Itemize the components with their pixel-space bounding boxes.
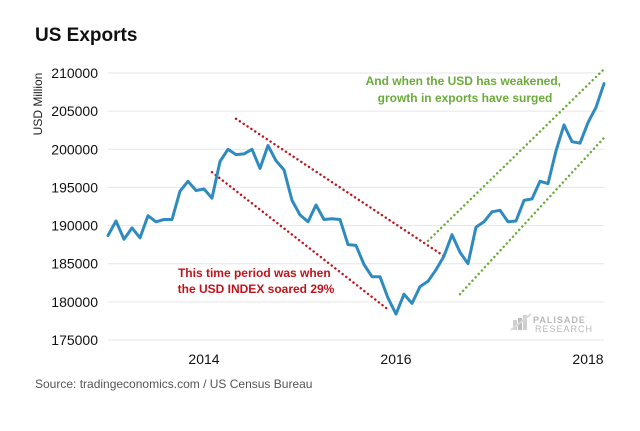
trend-line-3 — [426, 67, 606, 243]
data-point-2013-02 — [115, 220, 117, 222]
data-point-2017-06 — [531, 198, 533, 200]
trend-line-1 — [234, 117, 446, 258]
series-layer — [106, 82, 606, 316]
data-point-2015-09 — [363, 263, 365, 266]
y-tick-190000: 190000 — [51, 218, 98, 234]
palisade-logo: PALISADE RESEARCH — [510, 313, 593, 334]
trend-lines — [210, 67, 606, 311]
logo-name: PALISADE — [533, 315, 586, 325]
data-point-2013-08 — [163, 218, 165, 221]
data-point-2016-01 — [395, 313, 397, 315]
data-point-2015-05 — [331, 217, 333, 220]
data-point-2017-11 — [571, 140, 573, 143]
annotation-usd-soared-line-1: This time period was when — [178, 266, 331, 280]
data-point-2017-04 — [515, 220, 517, 222]
data-point-2014-11 — [283, 169, 285, 171]
data-point-2018-01 — [587, 121, 589, 124]
x-tick-2016: 2016 — [380, 351, 411, 367]
data-point-2017-07 — [539, 180, 541, 183]
data-point-2014-12 — [291, 199, 293, 202]
data-point-2013-01 — [107, 234, 109, 237]
data-point-2015-01 — [299, 214, 301, 216]
data-point-2015-03 — [315, 204, 317, 206]
data-point-2016-10 — [467, 262, 469, 265]
data-point-2013-09 — [171, 218, 173, 221]
annotation-usd-weakened-line-2: growth in exports have surged — [378, 91, 553, 105]
y-tick-200000: 200000 — [51, 141, 98, 157]
data-point-2015-04 — [323, 218, 325, 221]
data-point-2015-02 — [307, 220, 309, 223]
data-point-2015-11 — [379, 275, 381, 278]
palisade-logo-icon — [510, 313, 532, 331]
y-tick-labels: 175000 180000 185000 190000 195000 200000 2050… — [51, 65, 98, 348]
data-point-2017-03 — [507, 220, 509, 223]
data-point-2014-02 — [211, 197, 213, 199]
annotation-usd-soared: This time period was when the USD INDEX … — [178, 266, 335, 296]
data-point-2014-01 — [203, 188, 205, 190]
source-note: Source: tradingeconomics.com / US Census… — [35, 377, 312, 391]
gridlines — [108, 72, 604, 341]
data-point-2016-06 — [435, 269, 437, 271]
trend-line-2 — [210, 170, 390, 311]
y-tick-185000: 185000 — [51, 256, 98, 272]
data-point-2014-10 — [275, 159, 277, 162]
y-axis-label: USD Million — [31, 73, 45, 136]
data-point-2016-02 — [403, 293, 405, 296]
y-tick-205000: 205000 — [51, 103, 98, 119]
data-point-2014-05 — [235, 153, 237, 156]
data-point-2017-09 — [555, 150, 557, 152]
data-point-2015-12 — [387, 297, 389, 299]
data-point-2017-02 — [499, 209, 501, 212]
data-point-2014-06 — [243, 153, 245, 155]
data-point-2015-10 — [371, 275, 373, 278]
annotation-usd-soared-line-2: the USD INDEX soared 29% — [178, 282, 335, 296]
data-point-2014-09 — [267, 144, 269, 147]
data-point-2013-07 — [155, 220, 157, 223]
data-point-2016-09 — [459, 251, 461, 254]
data-point-2016-03 — [411, 302, 413, 305]
data-point-2013-06 — [147, 214, 149, 217]
annotation-usd-weakened-line-1: And when the USD has weakened, — [366, 74, 561, 88]
data-point-2013-04 — [131, 227, 133, 229]
data-point-2016-05 — [427, 280, 429, 283]
data-point-2017-01 — [491, 211, 493, 213]
data-point-2014-08 — [259, 167, 261, 170]
annotation-usd-weakened: And when the USD has weakened, growth in… — [366, 74, 565, 105]
data-point-2013-10 — [179, 190, 181, 193]
logo-sub: RESEARCH — [535, 324, 593, 334]
data-point-2013-05 — [139, 236, 141, 239]
data-point-2016-04 — [419, 285, 421, 288]
data-point-2014-04 — [227, 148, 229, 151]
data-point-2016-08 — [451, 233, 453, 236]
x-tick-2014: 2014 — [188, 351, 219, 367]
data-point-2015-08 — [355, 244, 357, 247]
data-point-2016-07 — [443, 255, 445, 257]
data-point-2016-12 — [483, 220, 485, 223]
data-point-2013-11 — [187, 180, 189, 183]
chart-title: US Exports — [35, 25, 137, 46]
data-point-2016-11 — [475, 226, 477, 228]
data-point-2015-07 — [347, 243, 349, 246]
data-point-2018-03 — [603, 82, 605, 85]
data-point-2017-08 — [547, 182, 549, 185]
data-point-2014-03 — [219, 160, 221, 163]
x-tick-2018: 2018 — [572, 351, 603, 367]
y-tick-195000: 195000 — [51, 179, 98, 195]
y-tick-210000: 210000 — [51, 65, 98, 81]
data-point-2017-12 — [579, 142, 581, 144]
data-point-2017-10 — [563, 124, 565, 126]
x-tick-labels: 2014 2016 2018 — [188, 351, 603, 367]
data-point-2013-12 — [195, 189, 197, 192]
data-point-2015-06 — [339, 218, 341, 221]
trend-line-4 — [458, 136, 606, 296]
data-point-2013-03 — [123, 238, 125, 241]
y-tick-180000: 180000 — [51, 294, 98, 310]
y-tick-175000: 175000 — [51, 332, 98, 348]
data-point-2018-02 — [595, 106, 597, 109]
data-point-2017-05 — [523, 199, 525, 202]
data-point-2014-07 — [251, 148, 253, 151]
